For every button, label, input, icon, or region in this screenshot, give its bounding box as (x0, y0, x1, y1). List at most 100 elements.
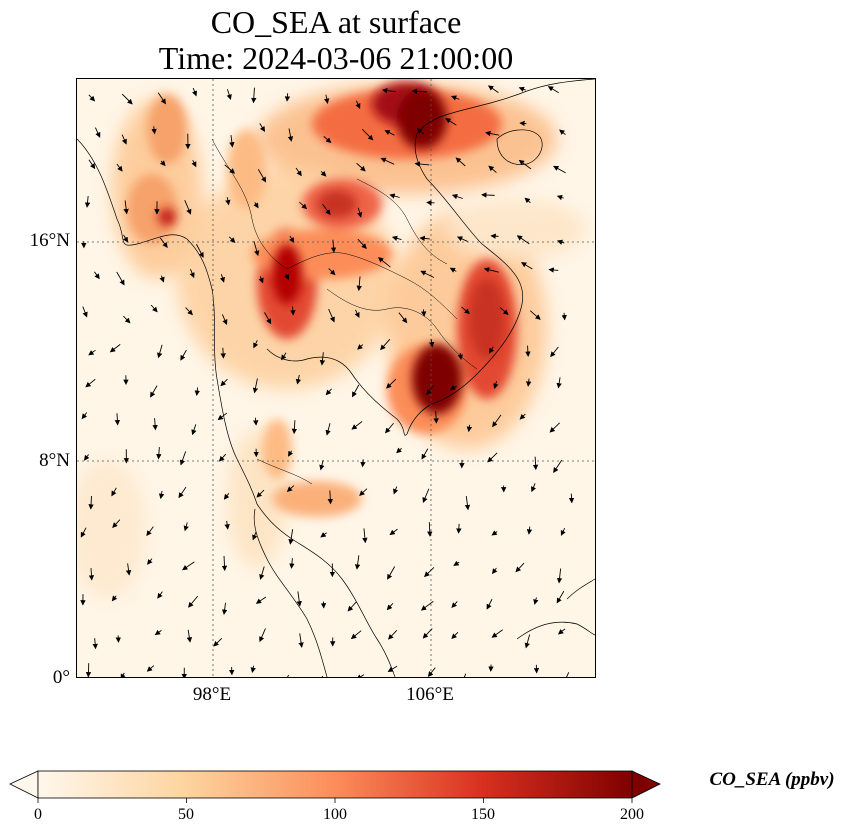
wind-arrow (154, 629, 162, 636)
wind-arrow (221, 314, 228, 326)
wind-arrow (253, 241, 260, 257)
wind-arrow (259, 566, 265, 580)
wind-arrow (116, 163, 123, 172)
wind-arrow (319, 352, 326, 366)
wind-arrow (228, 236, 236, 243)
wind-arrow (559, 129, 566, 135)
wind-arrow (109, 344, 121, 353)
wind-arrow (218, 453, 227, 462)
wind-arrow (351, 421, 363, 430)
wind-arrow (157, 344, 163, 359)
wind-arrow (221, 555, 228, 572)
wind-arrow (284, 93, 291, 102)
wind-arrow (384, 130, 395, 136)
wind-arrow (150, 385, 158, 398)
wind-arrow (257, 169, 267, 183)
wind-arrow (121, 93, 133, 105)
wind-arrow (179, 451, 187, 466)
wind-arrow (553, 165, 566, 174)
wind-arrow (356, 276, 362, 292)
wind-arrow (391, 235, 402, 241)
wind-arrow (427, 522, 433, 537)
wind-arrow (386, 603, 394, 611)
wind-arrow (287, 128, 294, 142)
wind-arrow (224, 164, 236, 174)
wind-arrow (487, 452, 498, 463)
wind-arrow (492, 567, 498, 575)
wind-arrow (487, 85, 499, 93)
wind-arrow (356, 674, 365, 677)
wind-arrow (295, 374, 302, 385)
colorbar (9, 770, 661, 803)
wind-arrow (426, 200, 435, 206)
wind-arrow (121, 134, 127, 145)
wind-arrow (226, 89, 232, 100)
wind-arrow (220, 378, 228, 387)
wind-arrow (389, 193, 400, 199)
wind-arrow (83, 454, 90, 461)
wind-arrow (252, 378, 259, 394)
colorbar-max-extend (631, 770, 661, 799)
wind-arrow (557, 239, 565, 245)
wind-arrow (289, 558, 295, 569)
wind-arrow (123, 200, 129, 215)
wind-arrow (449, 267, 457, 273)
wind-arrow (191, 424, 197, 436)
wind-arrow (361, 128, 374, 141)
wind-arrow (357, 207, 363, 218)
wind-arrow (111, 487, 117, 497)
plot-title: CO_SEA at surface (210, 4, 462, 40)
wind-arrow (360, 459, 366, 468)
wind-arrow (380, 157, 395, 165)
wind-arrow (286, 485, 295, 492)
wind-arrow (255, 596, 267, 604)
wind-arrow (196, 244, 204, 258)
wind-arrow (328, 308, 335, 323)
wind-arrow (253, 202, 259, 209)
wind-arrow (325, 388, 332, 396)
wind-arrow (92, 638, 98, 650)
wind-arrow (485, 130, 500, 137)
wind-arrow (146, 526, 154, 537)
wind-arrow (281, 352, 287, 361)
wind-arrow (324, 94, 330, 104)
wind-arrow (352, 384, 360, 398)
map-canvas (77, 79, 595, 677)
map-panel (76, 78, 596, 678)
colorbar-label: CO_SEA (ppbv) (709, 769, 835, 790)
wind-arrow (330, 239, 337, 253)
wind-arrow (556, 590, 565, 604)
wind-arrow (461, 306, 470, 315)
wind-arrow (114, 413, 121, 426)
wind-arrow (220, 347, 226, 359)
wind-arrow (556, 568, 563, 584)
wind-arrow (422, 488, 430, 503)
wind-arrow (550, 346, 559, 358)
wind-arrow (251, 87, 257, 104)
wind-arrow (122, 234, 129, 243)
plot-timestamp: Time: 2024-03-06 21:00:00 (158, 40, 514, 76)
wind-arrow (499, 307, 509, 316)
wind-arrow (159, 160, 166, 167)
wind-arrow (219, 274, 225, 283)
wind-arrow (393, 486, 399, 495)
colorbar-gradient (37, 770, 633, 799)
wind-arrow (295, 167, 302, 177)
wind-arrow (157, 92, 166, 105)
wind-arrow (151, 126, 157, 135)
wind-arrow (259, 628, 266, 643)
wind-arrow (433, 411, 439, 424)
wind-arrow (488, 165, 497, 173)
wind-arrow (225, 197, 231, 206)
wind-arrow (547, 86, 559, 94)
wind-arrow (420, 270, 435, 278)
wind-arrow (355, 100, 361, 109)
wind-arrow (488, 346, 495, 354)
wind-arrow (456, 523, 462, 534)
wind-arrow (188, 595, 199, 608)
wind-arrow (88, 495, 94, 510)
wind-arrow (284, 273, 290, 281)
wind-arrow (548, 267, 559, 273)
colorbar-tick-100: 100 (323, 806, 347, 823)
wind-arrow (94, 271, 100, 280)
